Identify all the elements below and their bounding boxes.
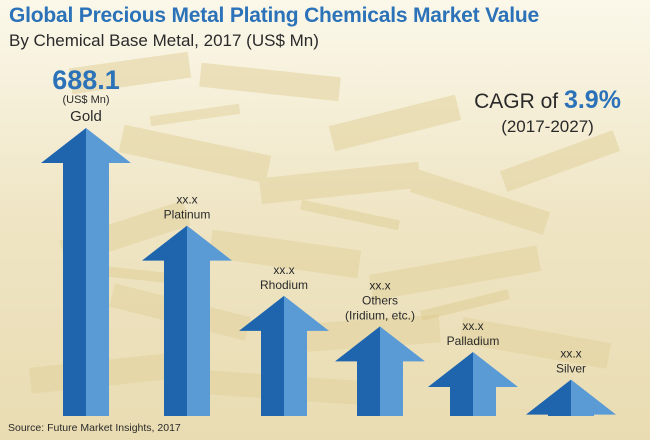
source-note: Source: Future Market Insights, 2017	[8, 422, 181, 434]
arrow-bar-palladium-left	[428, 351, 473, 416]
category-label-rhodium: Rhodium	[260, 278, 308, 292]
category-label-gold: Gold	[70, 108, 102, 125]
arrow-bar-silver-right	[571, 379, 616, 416]
cagr-prefix: CAGR of	[474, 90, 559, 113]
category-label-others-iridium-etc-line-1: Others	[362, 293, 398, 307]
cagr-value: 3.9%	[563, 86, 621, 114]
arrow-bar-gold-left	[41, 128, 86, 416]
arrow-bar-others-iridium-etc-left	[335, 326, 380, 416]
cagr-callout: CAGR of 3.9% (2017-2027)	[455, 86, 640, 137]
chart-title: Global Precious Metal Plating Chemicals …	[9, 4, 539, 27]
cagr-period: (2017-2027)	[501, 117, 594, 136]
arrow-bar-others-iridium-etc-right	[380, 326, 425, 416]
category-label-silver: Silver	[556, 362, 586, 376]
arrow-bar-platinum-left	[142, 225, 187, 416]
value-label-palladium: xx.x	[462, 319, 483, 333]
value-label-others-iridium-etc: xx.x	[369, 278, 390, 292]
value-label-silver: xx.x	[560, 347, 581, 361]
arrow-bar-palladium-right	[473, 351, 518, 416]
value-label-rhodium: xx.x	[273, 263, 294, 277]
unit-label-gold: (US$ Mn)	[62, 94, 109, 106]
value-label-platinum: xx.x	[176, 193, 197, 207]
category-label-others-iridium-etc-line-2: (Iridium, etc.)	[345, 308, 415, 322]
category-label-palladium: Palladium	[447, 334, 500, 348]
arrow-bar-platinum-right	[187, 225, 232, 416]
category-label-platinum: Platinum	[164, 208, 211, 222]
arrow-bar-silver-left	[526, 379, 571, 416]
chart-subtitle: By Chemical Base Metal, 2017 (US$ Mn)	[9, 31, 319, 50]
arrow-bar-gold-right	[86, 128, 131, 416]
arrow-bar-rhodium-left	[239, 295, 284, 416]
value-label-gold: 688.1	[52, 65, 120, 95]
arrow-bar-rhodium-right	[284, 295, 329, 416]
